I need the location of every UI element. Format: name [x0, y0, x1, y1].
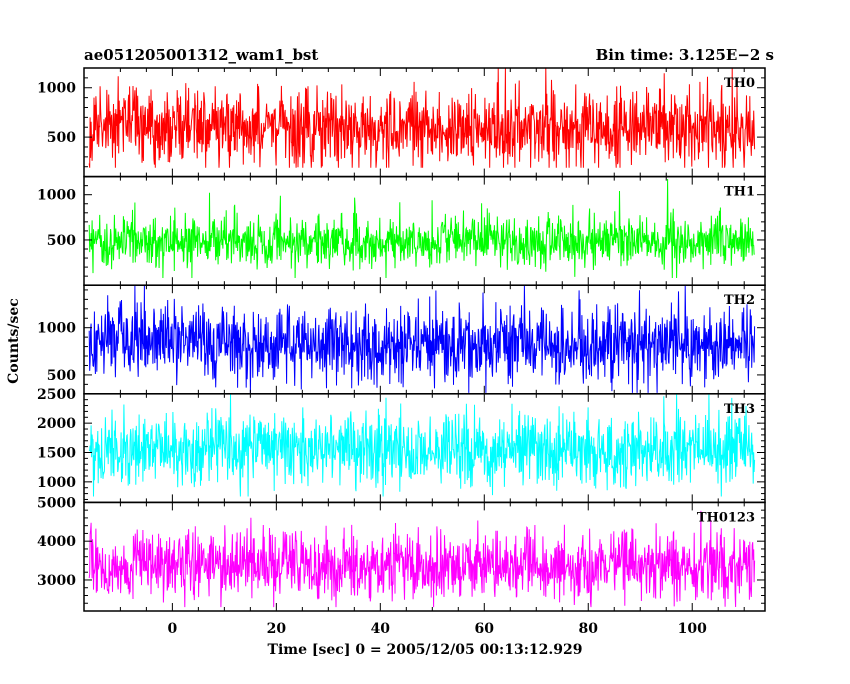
- series-th2: [88, 285, 756, 393]
- panel-th0: 500 1000 TH0: [37, 67, 766, 178]
- x-axis-label: Time [sec] 0 = 2005/12/05 00:13:12.929: [268, 642, 583, 658]
- y-tick-label: 1000: [37, 81, 76, 97]
- y-tick-label: 1000: [37, 188, 76, 204]
- panel-th3: 1000 1500 2000 2500 TH3: [37, 387, 766, 504]
- panel-label: TH0123: [697, 510, 755, 525]
- x-tick-label: 40: [371, 621, 391, 637]
- y-axis-label: Counts/sec: [6, 298, 22, 384]
- y-tick-label: 4000: [37, 534, 76, 550]
- x-axis: 0 20 40 60 80 100: [167, 621, 707, 637]
- x-tick-label: 20: [267, 621, 287, 637]
- panel-label: TH3: [724, 402, 755, 417]
- panel-th0123: 3000 4000 5000 TH0123: [37, 495, 766, 612]
- y-tick-label: 500: [47, 368, 76, 384]
- x-tick-label: 80: [579, 621, 599, 637]
- bin-time-label: Bin time: 3.125E−2 s: [596, 46, 774, 64]
- series-th3: [88, 393, 756, 497]
- panel-th2: 500 1000 TH2: [37, 284, 766, 395]
- panel-th1: 500 1000 TH1: [37, 175, 766, 286]
- panel-label: TH0: [724, 76, 755, 91]
- y-tick-label: 1500: [37, 446, 76, 462]
- y-tick-label: 500: [47, 130, 76, 146]
- series-th1: [88, 178, 755, 279]
- y-tick-label: 1000: [37, 321, 76, 337]
- panel-label: TH2: [724, 293, 755, 308]
- y-tick-label: 3000: [37, 573, 76, 589]
- series-th0123: [88, 510, 756, 608]
- chart-title: ae051205001312_wam1_bst: [84, 46, 318, 64]
- y-tick-label: 2500: [37, 387, 76, 403]
- series-th0: [88, 67, 756, 168]
- x-tick-label: 100: [678, 621, 707, 637]
- y-tick-label: 500: [47, 233, 76, 249]
- x-tick-label: 0: [167, 621, 177, 637]
- panel-label: TH1: [724, 185, 755, 200]
- x-tick-label: 60: [475, 621, 495, 637]
- y-tick-label: 1000: [37, 475, 76, 491]
- y-tick-label: 2000: [37, 416, 76, 432]
- panel-stack: 500 1000 TH0 500 1000 TH1 500 1000 TH2 1000 1500 20…: [37, 67, 766, 612]
- y-tick-label: 5000: [37, 495, 76, 511]
